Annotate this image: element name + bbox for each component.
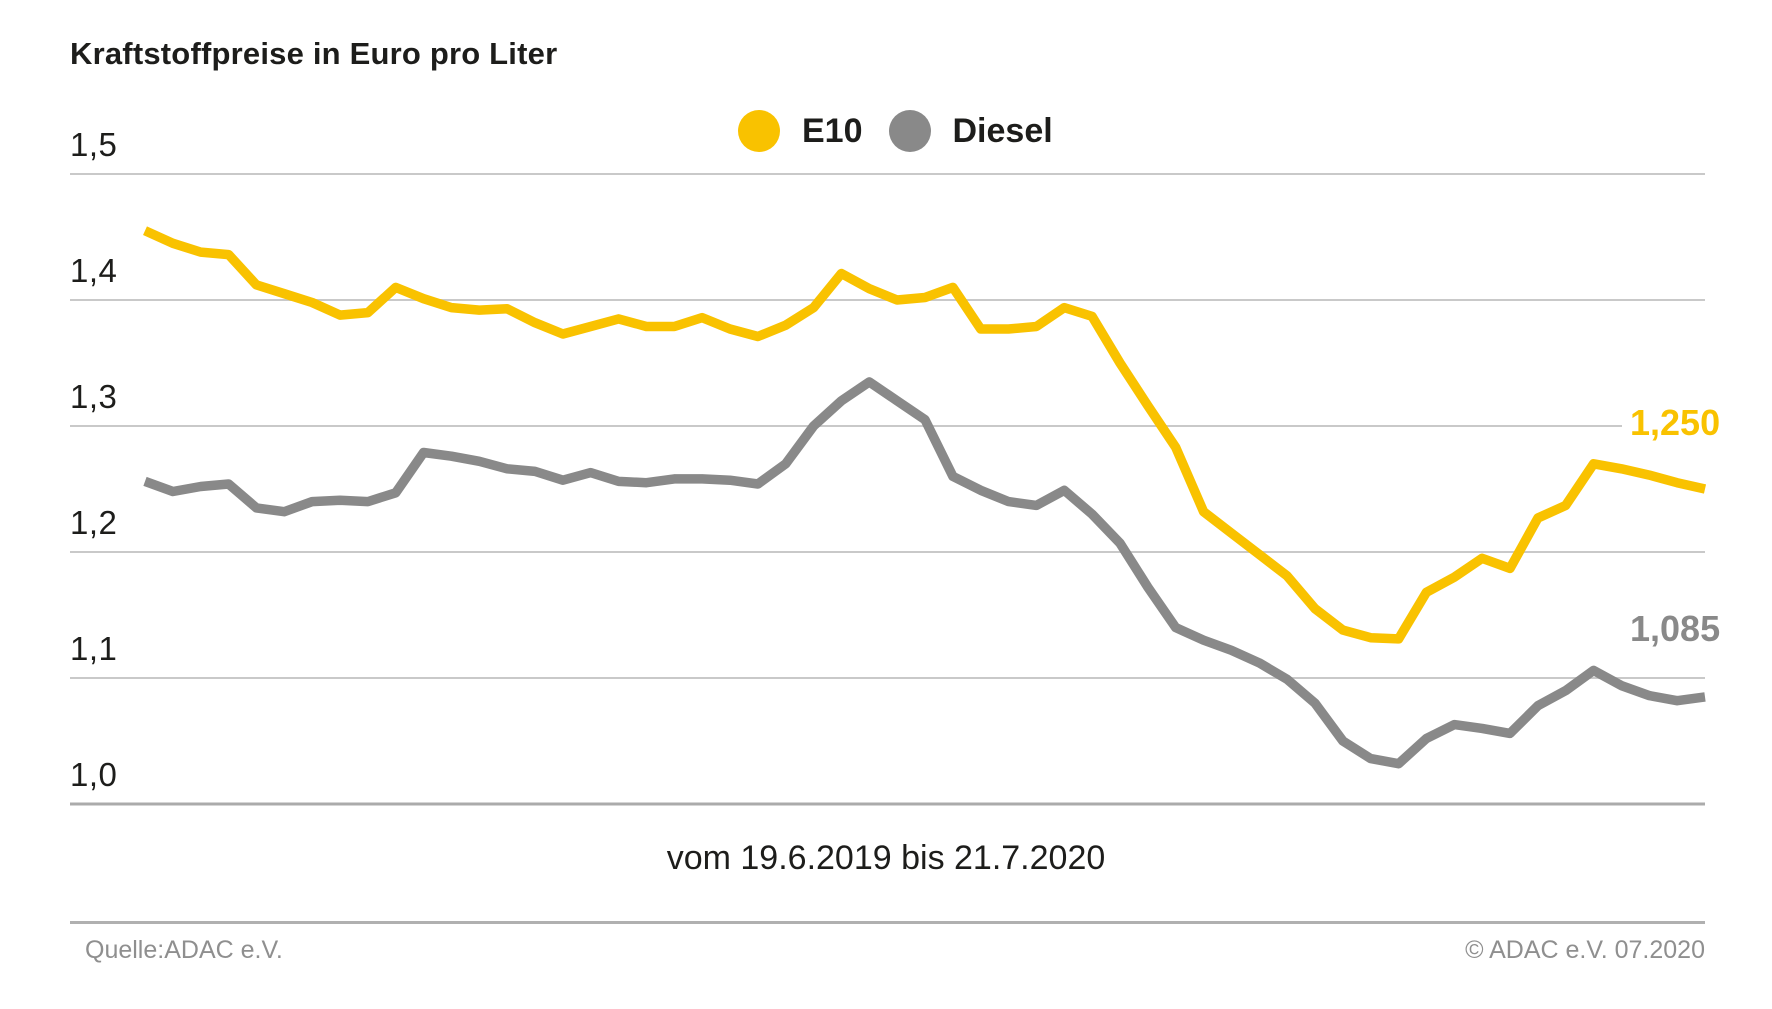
- legend-dot-diesel: [888, 110, 931, 152]
- diesel-price-line: [143, 377, 1706, 769]
- footer-divider: [70, 921, 1705, 924]
- legend-label-diesel: Diesel: [952, 111, 1053, 150]
- y-tick-label: 1,5: [70, 126, 118, 163]
- footer-source: Quelle:ADAC e.V.: [85, 936, 283, 964]
- footer-copyright: © ADAC e.V. 07.2020: [1465, 936, 1705, 964]
- e10-price-line: [143, 226, 1707, 644]
- legend: E10 Diesel: [738, 109, 1053, 153]
- legend-label-e10: E10: [802, 111, 863, 150]
- series-end-value-diesel: 1,085: [1630, 608, 1721, 649]
- y-tick-label: 1,3: [70, 378, 118, 415]
- y-tick-label: 1,4: [70, 252, 118, 289]
- chart-title: Kraftstoffpreise in Euro pro Liter: [70, 36, 558, 71]
- x-axis-range-label: vom 19.6.2019 bis 21.7.2020: [666, 839, 1106, 877]
- series-end-value-e10: 1,250: [1630, 402, 1721, 443]
- y-tick-label: 1,1: [70, 630, 118, 667]
- legend-dot-e10: [738, 110, 780, 152]
- y-tick-label: 1,0: [70, 756, 118, 793]
- y-tick-label: 1,2: [70, 504, 118, 541]
